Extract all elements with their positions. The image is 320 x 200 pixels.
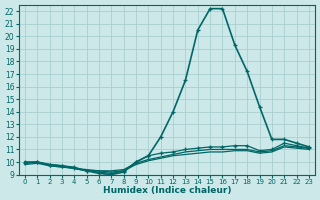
X-axis label: Humidex (Indice chaleur): Humidex (Indice chaleur) [103, 186, 231, 195]
